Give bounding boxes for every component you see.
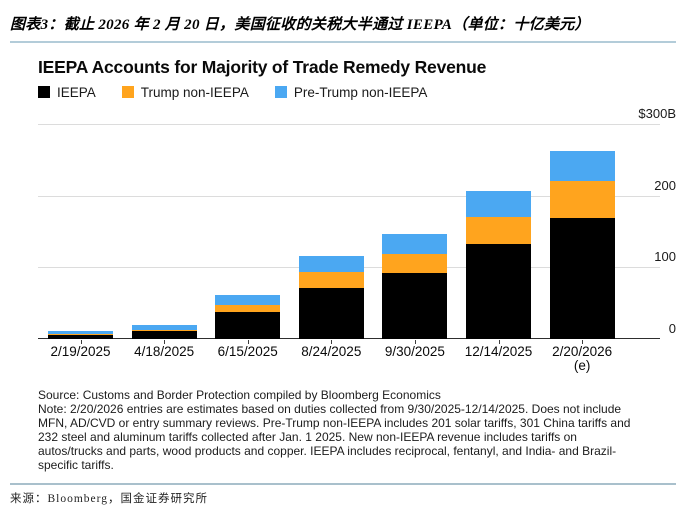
axis-tick [582, 340, 584, 344]
axis-tick [331, 340, 333, 344]
bar-segment-pre-trump-non-ieepa [298, 255, 364, 272]
methodology-note: Note: 2/20/2026 entries are estimates ba… [38, 401, 631, 472]
bar-segment-trump-non-ieepa [215, 304, 281, 313]
bar-segment-pre-trump-non-ieepa [466, 191, 531, 218]
axis-tick [414, 340, 416, 344]
bar-segment-ieepa [466, 244, 531, 339]
bar-segment-ieepa [215, 312, 281, 339]
bar-segment-ieepa [48, 333, 113, 339]
chart-plot: 0 100 200 $300B [38, 106, 676, 344]
x-axis-label-text: 6/15/2025 [217, 344, 278, 359]
axis-tick [80, 340, 82, 344]
x-axis-label-text: 2/20/2026 [552, 344, 613, 359]
legend-label: Trump non-IEEPA [140, 84, 249, 100]
bar-segment-trump-non-ieepa [466, 217, 531, 245]
x-axis-label-text: 2/19/2025 [50, 344, 111, 359]
x-axis-label: 6/15/2025 [200, 345, 296, 359]
y-axis-label: 200 [654, 177, 676, 193]
axis-tick [164, 340, 166, 344]
footer-rule [10, 483, 676, 485]
bar-segment-pre-trump-non-ieepa [549, 151, 615, 182]
bar-segment-pre-trump-non-ieepa [215, 295, 281, 305]
legend-item-trump-non-ieepa: Trump non-IEEPA [121, 84, 249, 100]
y-axis-label: $300B [638, 106, 676, 121]
bar-segment-trump-non-ieepa [298, 271, 364, 289]
axis-tick [247, 340, 249, 344]
legend-swatch-trump-non-ieepa [121, 86, 134, 98]
legend-label: IEEPA [57, 84, 96, 100]
x-axis-label-text: 8/24/2025 [301, 344, 362, 359]
chart-title: IEEPA Accounts for Majority of Trade Rem… [38, 57, 487, 77]
x-axis-label: 12/14/2025 [451, 345, 547, 359]
source-note: Source: Customs and Border Protection co… [38, 388, 441, 402]
axis-tick [498, 340, 500, 344]
header-rule [10, 41, 676, 43]
bar-segment-pre-trump-non-ieepa [131, 324, 197, 330]
notes: Source: Customs and Border Protection co… [38, 388, 644, 472]
x-axis-label: 8/24/2025 [283, 345, 379, 359]
bar-segment-ieepa [549, 217, 615, 339]
chart-section: IEEPA Accounts for Majority of Trade Rem… [38, 57, 676, 375]
bar-segment-trump-non-ieepa [382, 253, 448, 274]
bar-segment-ieepa [131, 330, 197, 339]
legend-item-pre-trump-non-ieepa: Pre-Trump non-IEEPA [274, 84, 428, 100]
legend-swatch-ieepa [38, 86, 50, 98]
legend: IEEPA Trump non-IEEPA Pre-Trump non-IEEPA [38, 84, 676, 100]
gridline-300 [38, 124, 660, 125]
x-axis-label: 9/30/2025 [367, 345, 463, 359]
y-axis-label: 100 [654, 249, 676, 265]
bar-segment-ieepa [298, 288, 364, 339]
bar-segment-ieepa [382, 273, 448, 339]
x-axis-label-text: 9/30/2025 [384, 344, 445, 359]
x-axis-label: 2/20/2026 (e) [534, 345, 630, 373]
legend-swatch-pre-trump-non-ieepa [274, 86, 287, 98]
legend-item-ieepa: IEEPA [38, 85, 96, 100]
x-axis-label: 2/19/2025 [33, 345, 129, 359]
gridline-200 [38, 195, 660, 197]
header: 图表3：截止 2026 年 2 月 20 日，美国征收的关税大半通过 IEEPA… [0, 0, 686, 43]
x-axis-label-estimate-suffix: (e) [573, 358, 591, 373]
bar-segment-trump-non-ieepa [131, 329, 197, 331]
x-axis-label: 4/18/2025 [116, 345, 212, 359]
bar-segment-pre-trump-non-ieepa [382, 234, 448, 254]
legend-label: Pre-Trump non-IEEPA [293, 84, 428, 100]
footer: 来源：Bloomberg，国金证券研究所 [10, 483, 676, 506]
x-axis-label-text: 12/14/2025 [464, 344, 533, 359]
x-axis-label-text: 4/18/2025 [134, 344, 195, 359]
footer-source: 来源：Bloomberg，国金证券研究所 [10, 493, 209, 505]
bar-segment-pre-trump-non-ieepa [48, 330, 113, 334]
y-axis-label: 0 [668, 321, 676, 336]
bar-segment-trump-non-ieepa [549, 181, 615, 218]
header-title: 图表3：截止 2026 年 2 月 20 日，美国征收的关税大半通过 IEEPA… [10, 17, 590, 33]
x-axis-labels: 2/19/2025 4/18/2025 6/15/2025 8/24/2025 9/30… [38, 345, 676, 375]
